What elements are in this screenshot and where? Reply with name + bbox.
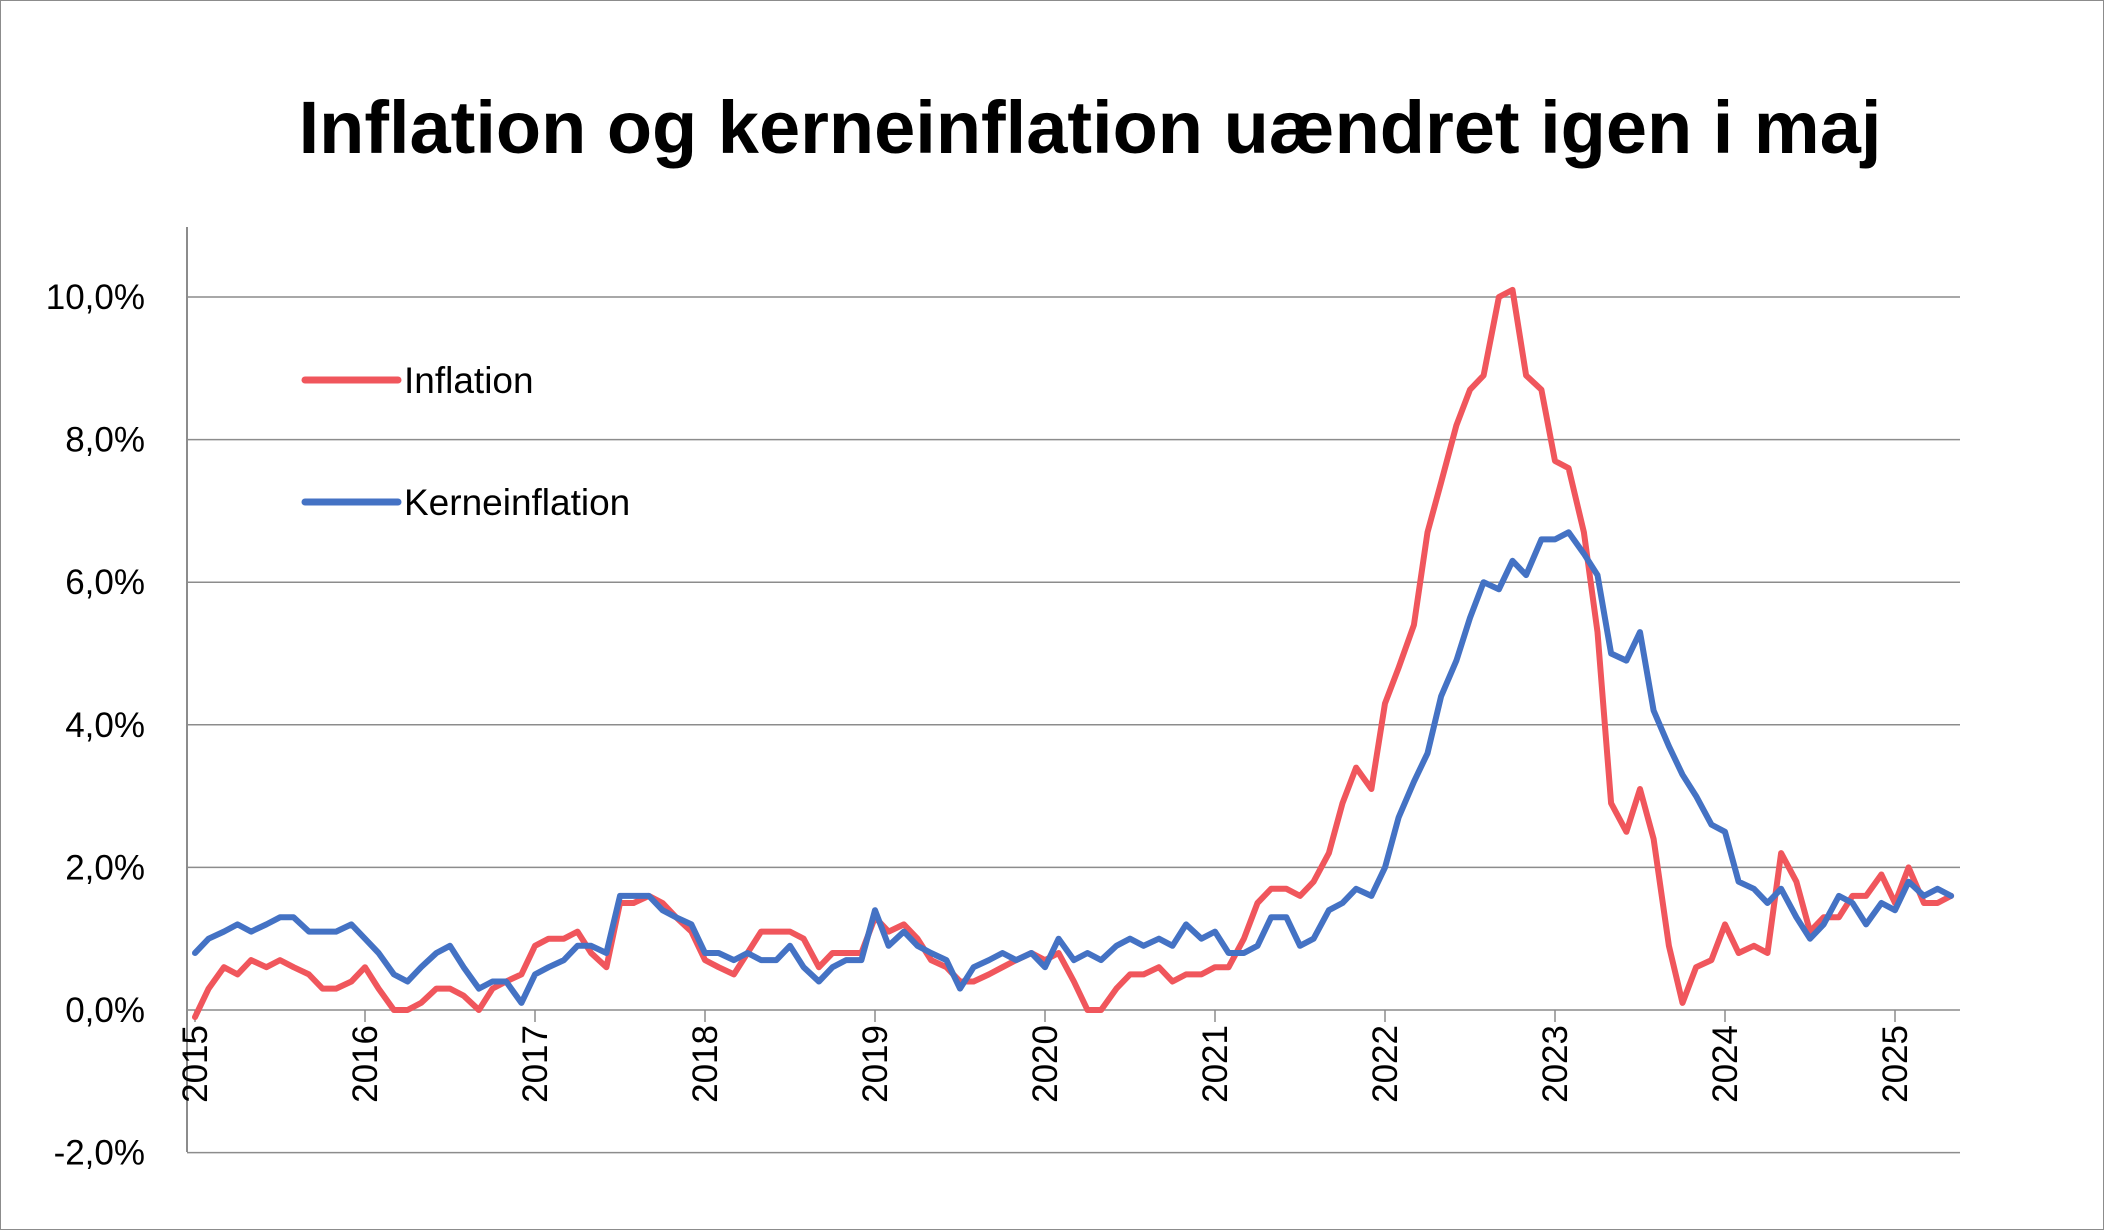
y-tick-label: 6,0% bbox=[65, 563, 145, 602]
x-tick-label: 2018 bbox=[686, 1025, 725, 1103]
legend-label-inflation: Inflation bbox=[404, 360, 534, 401]
y-tick-label: 0,0% bbox=[65, 991, 145, 1030]
legend-label-kerneinflation: Kerneinflation bbox=[404, 482, 630, 523]
x-tick-label: 2024 bbox=[1706, 1025, 1745, 1103]
y-tick-label: 4,0% bbox=[65, 706, 145, 745]
x-tick-labels: 2015 2016 2017 2018 2019 2020 2021 2022 2023 2024… bbox=[176, 1025, 1915, 1103]
y-tick-label: 8,0% bbox=[65, 421, 145, 460]
y-tick-label: -2,0% bbox=[54, 1134, 145, 1173]
y-tick-labels: -2,0% 0,0% 2,0% 4,0% 6,0% 8,0% 10,0% bbox=[46, 278, 145, 1173]
series-lines bbox=[192, 286, 1955, 1021]
x-tick-label: 2020 bbox=[1026, 1025, 1065, 1103]
series-line-kerneinflation bbox=[192, 529, 1955, 1006]
x-tick-label: 2016 bbox=[346, 1025, 385, 1103]
x-tick-label: 2022 bbox=[1366, 1025, 1405, 1103]
series-line-inflation bbox=[192, 286, 1955, 1021]
x-tick-label: 2023 bbox=[1536, 1025, 1575, 1103]
axes bbox=[186, 227, 1896, 1152]
chart-title: Inflation og kerneinflation uændret igen… bbox=[298, 86, 1882, 169]
x-tick-label: 2015 bbox=[176, 1025, 215, 1103]
x-tick-label: 2021 bbox=[1196, 1025, 1235, 1103]
legend: Inflation Kerneinflation bbox=[301, 360, 630, 523]
x-tick-label: 2017 bbox=[516, 1025, 555, 1103]
x-tick-label: 2025 bbox=[1876, 1025, 1915, 1103]
x-tick-label: 2019 bbox=[856, 1025, 895, 1103]
y-tick-label: 10,0% bbox=[46, 278, 145, 317]
y-tick-label: 2,0% bbox=[65, 848, 145, 887]
gridlines bbox=[187, 296, 1960, 1154]
